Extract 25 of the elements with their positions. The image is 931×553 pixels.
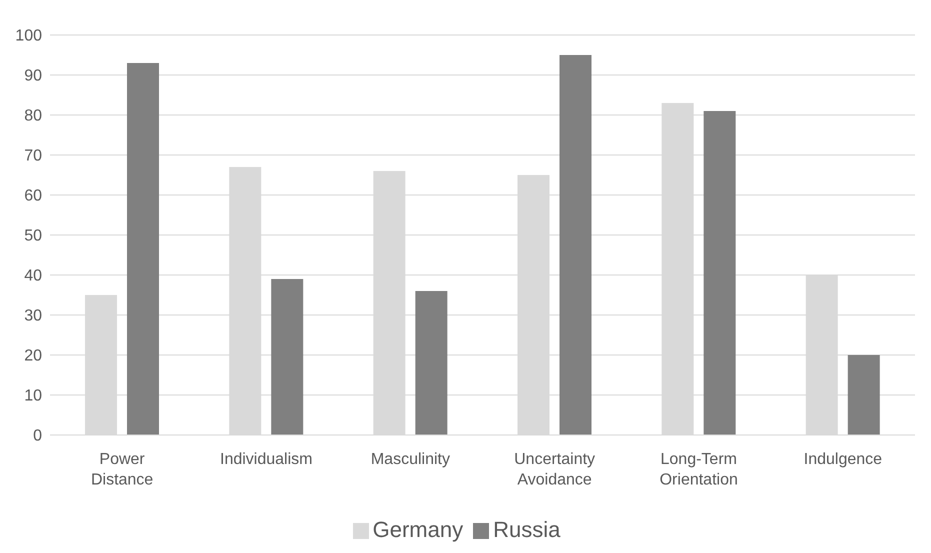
y-tick-label: 50 [24, 228, 42, 245]
y-tick-label: 100 [15, 28, 42, 45]
y-tick-label: 90 [24, 68, 42, 85]
y-tick-label: 30 [24, 308, 42, 325]
y-tick-label: 0 [33, 428, 42, 445]
x-tick-label: Indulgence [804, 450, 882, 468]
y-tick-label: 10 [24, 388, 42, 405]
bar [704, 111, 736, 435]
x-tick-label: Individualism [220, 450, 312, 468]
y-tick-label: 40 [24, 268, 42, 285]
bar [415, 291, 448, 435]
y-tick-label: 80 [24, 108, 42, 125]
x-tick-label: Masculinity [370, 450, 450, 468]
bar [848, 355, 880, 435]
x-tick-label: Uncertainty Avoidance [514, 450, 596, 489]
legend-label: Russia [493, 517, 560, 542]
bar [560, 55, 592, 435]
bar [127, 63, 159, 435]
y-tick-label: 70 [24, 148, 42, 165]
x-tick-label: Long-Term Orientation [660, 450, 738, 489]
x-tick-label: Power Distance [90, 450, 154, 489]
bar [271, 279, 304, 435]
y-tick-label: 60 [24, 188, 42, 205]
y-tick-label: 20 [24, 348, 42, 365]
legend-label: Germany [372, 517, 464, 542]
